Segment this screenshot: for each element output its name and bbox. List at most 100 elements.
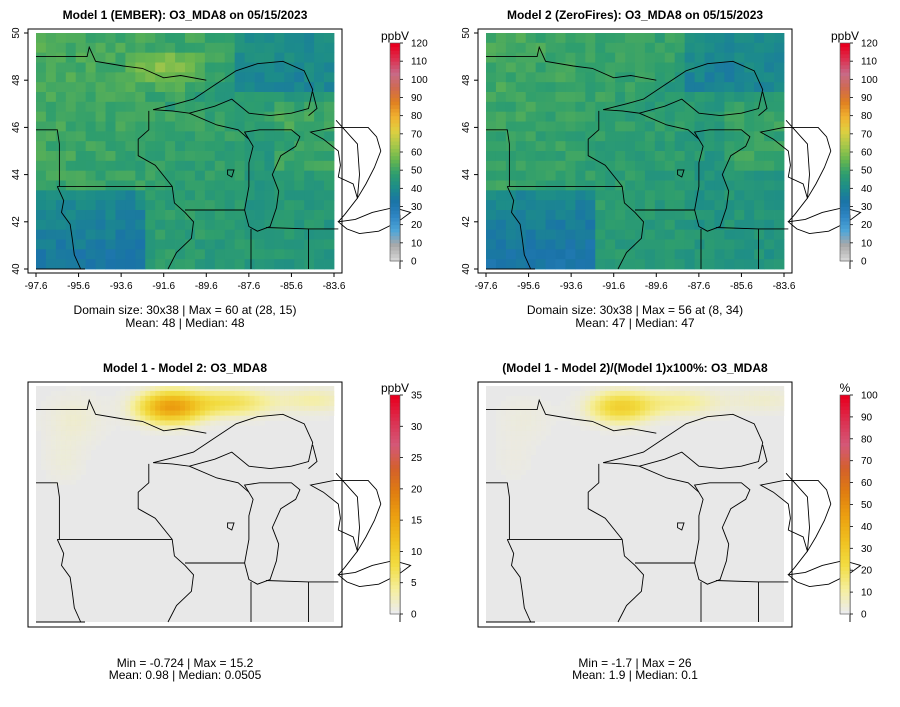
panel-model1-cell <box>45 141 57 152</box>
panel-pct-plume-cell <box>714 405 720 411</box>
panel-pct-plume-cell <box>595 386 601 392</box>
panel-model1-cell <box>45 101 57 113</box>
panel-diff-plume-cell <box>60 474 67 480</box>
panel-model2-cell <box>694 62 705 73</box>
panel-pct-plume-cell <box>535 420 542 426</box>
panel-pct-plume-cell <box>620 386 626 392</box>
panel-diff-plume-cell <box>65 449 72 456</box>
panel-model2-cell <box>644 111 656 122</box>
panel-model1-cell <box>55 72 67 83</box>
panel-model2-colorbar-tick-label: 70 <box>861 129 873 140</box>
panel-diff-plume-cell <box>214 395 221 402</box>
panel-model1-cell <box>95 239 106 250</box>
panel-pct-plume-cell <box>664 415 671 421</box>
panel-diff-plume-cell <box>155 386 161 392</box>
panel-model2-colorbar-segment <box>840 68 850 73</box>
panel-diff-plume-cell <box>145 415 151 421</box>
panel-model2-cell <box>525 52 537 63</box>
panel-model1-colorbar-segment <box>390 119 400 124</box>
panel-diff-plume-cell <box>140 400 146 407</box>
panel-model2-cell <box>585 151 596 162</box>
panel-model1-cell <box>125 33 136 44</box>
panel-model1-cell <box>135 33 146 44</box>
panel-model2-stats-line1: Domain size: 30x38 | Max = 56 at (8, 34) <box>526 303 744 317</box>
panel-model1-cell <box>204 190 216 201</box>
panel-diff-colorbar-segment <box>390 449 400 454</box>
panel-model1-cell <box>214 229 226 240</box>
panel-model2-cell <box>495 101 507 113</box>
panel-diff-colorbar-segment <box>390 395 400 400</box>
panel-model2-x-tick-label: -95.6 <box>517 281 540 292</box>
panel-diff-colorbar-segment <box>390 595 400 600</box>
panel-diff-plume-cell <box>80 410 87 416</box>
panel-model2-cell <box>635 141 646 152</box>
panel-pct-plume-cell <box>505 400 512 407</box>
panel-model1-cell <box>214 180 226 191</box>
panel-model2-cell <box>505 121 517 132</box>
panel-model1-colorbar-segment <box>390 50 400 55</box>
panel-pct-plume-cell <box>495 445 502 451</box>
panel-model2-cell <box>565 33 576 44</box>
panel-model2-cell <box>505 101 517 113</box>
panel-diff-plume-cell <box>60 469 67 475</box>
panel-diff-plume-cell <box>75 420 82 426</box>
panel-model2-cell <box>535 190 546 201</box>
panel-pct-plume-cell <box>510 420 517 426</box>
panel-diff-plume-cell <box>229 405 236 411</box>
panel-diff-plume-cell <box>50 474 57 480</box>
panel-diff-plume-cell <box>40 400 47 407</box>
panel-model2-cell <box>734 170 745 181</box>
panel-model2-cell <box>694 190 705 201</box>
panel-model1-cell <box>204 111 216 122</box>
panel-pct-plume-cell <box>620 395 626 402</box>
panel-model1-cell <box>135 62 146 73</box>
panel-model1-cell <box>105 62 116 73</box>
panel-pct-colorbar-tick-label: 100 <box>861 391 878 402</box>
panel-model2-colorbar-segment <box>840 242 850 247</box>
panel-diff-plume-cell <box>65 400 72 407</box>
panel-model1-cell <box>185 111 196 122</box>
panel-model1-cell <box>194 170 206 181</box>
panel-pct-plume-cell <box>520 440 527 446</box>
panel-model2-colorbar-segment <box>840 43 850 48</box>
panel-model1-cell <box>234 219 245 231</box>
panel-pct-plume-cell <box>630 410 636 416</box>
panel-pct-lake-outline <box>787 560 862 588</box>
panel-pct-plume-cell <box>515 459 522 466</box>
panel-model1-cell <box>284 259 295 270</box>
panel-model1-cell <box>214 101 226 113</box>
panel-model1-cell <box>165 219 176 231</box>
panel-diff-plume-cell <box>130 425 136 431</box>
panel-model2-cell <box>535 249 546 260</box>
panel-model2-cell <box>515 82 527 93</box>
panel-model2-cell <box>625 200 636 211</box>
panel-model1-cell <box>254 131 265 142</box>
panel-diff-plume-cell <box>199 425 206 431</box>
panel-model2-cell <box>764 52 775 63</box>
panel-diff-plume-cell <box>329 395 335 402</box>
panel-model2-cell <box>664 141 676 152</box>
panel-model2-cell <box>664 151 676 162</box>
panel-diff-plume-cell <box>279 386 285 392</box>
panel-diff-plume-cell <box>55 435 62 441</box>
panel-diff-plume-cell <box>110 420 116 426</box>
panel-model2-cell <box>694 210 705 221</box>
panel-pct-plume-cell <box>520 464 527 470</box>
panel-diff-plume-cell <box>40 415 47 421</box>
panel-diff-plume-cell <box>175 425 181 431</box>
panel-model2-cell <box>595 180 606 191</box>
panel-model1-cell <box>274 141 285 152</box>
panel-model1-cell <box>274 111 285 122</box>
panel-model2-cell <box>615 101 626 113</box>
panel-model1-border-line <box>335 119 360 223</box>
panel-diff-colorbar-segment <box>390 405 400 411</box>
panel-pct-plume-cell <box>674 410 681 416</box>
panel-diff-plume-cell <box>180 420 186 426</box>
panel-pct-plume-cell <box>779 410 785 416</box>
panel-pct-plume-cell <box>659 410 666 416</box>
panel-model1-y-tick-label: 44 <box>11 169 22 181</box>
panel-model2-lake-outline <box>677 169 685 178</box>
panel-model1-cell <box>85 82 96 93</box>
panel-model1-cell <box>165 131 176 142</box>
